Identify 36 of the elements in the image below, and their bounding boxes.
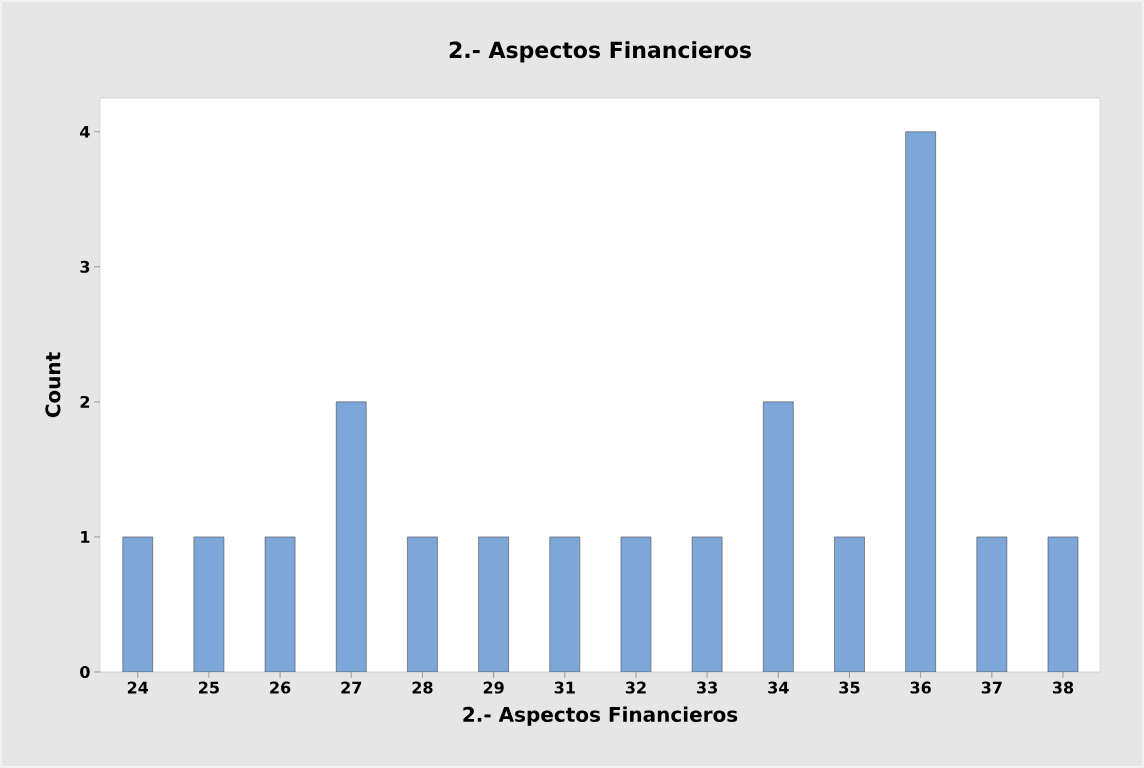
x-tick-label: 38 <box>1052 681 1074 694</box>
bar <box>549 536 581 672</box>
bar <box>478 536 509 672</box>
x-tick-label: 24 <box>127 681 149 694</box>
x-tick-label: 27 <box>341 681 362 694</box>
y-axis-title: Count <box>45 352 61 418</box>
y-tick-label: 0 <box>80 665 90 679</box>
x-tick-label: 32 <box>625 681 646 694</box>
bar <box>976 536 1008 672</box>
chart-title: 2.- Aspectos Financieros <box>449 41 751 63</box>
x-tick-label: 29 <box>483 681 504 694</box>
bar <box>1047 536 1079 672</box>
bar <box>905 131 936 672</box>
x-axis-title: 2.- Aspectos Financieros <box>463 706 738 726</box>
x-tick-label: 26 <box>270 681 291 694</box>
x-tick-label: 35 <box>839 681 860 694</box>
bar <box>335 401 367 672</box>
x-tick-label: 34 <box>768 681 789 694</box>
y-tick-label: 2 <box>80 395 90 408</box>
x-tick-label: 37 <box>981 681 1002 694</box>
x-tick-label: 36 <box>910 681 931 694</box>
x-tick-label: 28 <box>412 681 433 694</box>
y-tick-label: 3 <box>80 260 90 273</box>
y-tick-label: 4 <box>80 125 90 138</box>
y-tick-label: 1 <box>81 531 90 543</box>
bar <box>691 536 723 672</box>
x-tick-label: 25 <box>199 681 219 694</box>
x-tick-label: 31 <box>554 681 575 694</box>
bar <box>407 536 438 672</box>
bar <box>620 536 652 672</box>
bar <box>193 536 225 672</box>
bar <box>763 401 794 672</box>
bar <box>122 536 154 672</box>
bar <box>264 536 296 672</box>
x-tick-label: 33 <box>697 681 717 694</box>
bar <box>834 536 865 672</box>
